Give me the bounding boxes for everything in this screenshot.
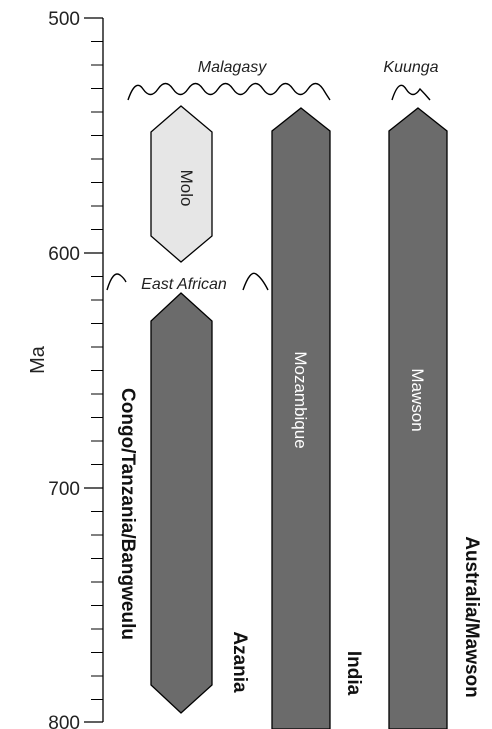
axis-title: Ma [27,345,49,374]
kuunga-label: Kuunga [383,59,438,76]
malagasy-wave [127,82,331,101]
congo-region-label: Congo/Tanzania/Bangweulu [117,388,138,640]
mawson-label: Mawson [408,368,427,431]
east-african-wave-right [242,272,269,291]
australia-region-label: Australia/Mawson [461,536,482,698]
tick-label-600: 600 [48,244,80,265]
major-ticks [84,17,103,723]
molo-label: Molo [177,170,196,207]
molo-bar [150,105,213,263]
india-region-label: India [343,651,364,696]
malagasy-label: Malagasy [198,59,267,76]
congo-bar [150,292,213,714]
kuunga-wave [391,84,431,101]
mawson-bar [388,107,448,729]
tick-label-500: 500 [48,9,80,30]
tick-label-700: 700 [48,479,80,500]
east-african-label: East African [141,276,227,293]
azania-region-label: Azania [229,631,250,693]
mozambique-label: Mozambique [291,351,310,448]
east-african-wave-left [106,273,127,291]
minor-ticks [91,41,103,700]
mozambique-bar [271,107,331,729]
tick-label-800: 800 [48,713,80,729]
